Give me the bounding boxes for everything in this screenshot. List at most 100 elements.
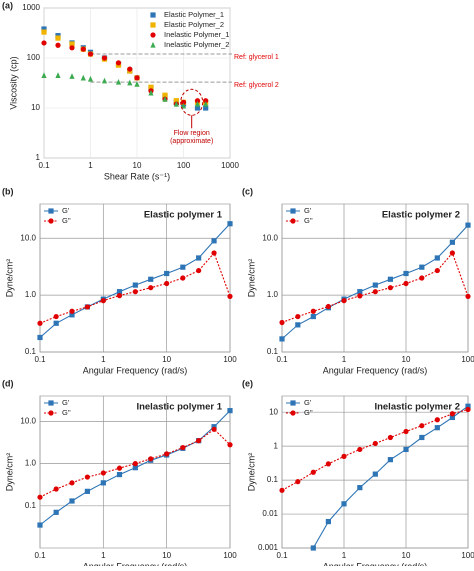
chart-title: Elastic polymer 1 [144,210,223,221]
panel-label: (b) [2,186,14,196]
legend-label: G'' [62,216,71,225]
x-axis-label: Angular Frequency (rad/s) [83,365,188,375]
x-tick-label: 100 [461,355,474,364]
legend-marker [150,32,156,38]
plot-area [281,203,469,353]
marker [41,72,47,78]
marker [279,319,285,326]
marker [434,255,440,261]
marker [148,89,154,96]
y-axis-label: Dyne/cm² [246,259,256,298]
marker [449,250,455,256]
x-axis-label: Angular Frequency (rad/s) [323,365,428,375]
marker [87,51,94,57]
reference-label: Ref: glycerol 2 [234,82,279,89]
y-tick-label: 0.1 [267,475,279,484]
chart-title: Inelastic polymer 1 [136,402,222,413]
marker [127,66,133,72]
marker [403,446,409,453]
marker [180,264,186,270]
marker [434,417,440,423]
marker [37,522,43,528]
marker [69,498,75,504]
legend-marker [290,208,296,214]
panel-label: (c) [242,186,253,196]
marker [37,334,43,341]
marker [69,73,75,79]
marker [162,92,168,98]
x-tick-label: 1000 [221,161,239,170]
marker [295,479,301,485]
marker [227,221,233,227]
marker [164,270,170,277]
x-axis-label: Angular Frequency (rad/s) [323,561,428,566]
marker [84,488,90,494]
plot-area [39,203,231,353]
marker [180,275,186,281]
marker [196,267,202,274]
marker [403,428,409,435]
y-tick-label: 10.0 [20,233,36,242]
x-tick-label: 0.1 [276,551,288,560]
marker [69,45,75,51]
marker [100,480,106,486]
y-tick-label: 0.1 [25,501,37,510]
marker [387,457,393,463]
marker [419,264,425,270]
x-tick-label: 10 [162,355,171,364]
marker [69,308,75,314]
legend-label: G'' [304,408,313,417]
marker [134,75,140,81]
y-tick-label: 0.01 [262,509,278,518]
marker [194,98,201,104]
marker [325,461,331,467]
marker [372,289,378,295]
x-tick-label: 100 [177,161,191,170]
marker [164,451,170,457]
marker [132,461,138,467]
marker [403,280,409,287]
marker [53,509,59,515]
marker [295,322,301,328]
marker [419,275,425,281]
marker [227,408,233,414]
marker [449,239,455,245]
marker [162,96,168,102]
marker [310,313,316,320]
y-tick-label: 1 [36,153,41,162]
panel-label: (d) [2,378,14,388]
legend-label: Inelastic Polymer_2 [164,40,229,49]
marker [449,411,455,417]
legend-label: G' [304,206,312,215]
marker [116,465,123,471]
marker [180,102,187,109]
marker [372,471,378,477]
legend-marker [48,208,54,214]
marker [465,222,471,228]
marker [279,336,285,342]
x-tick-label: 100 [223,551,237,560]
marker [80,74,86,81]
x-tick-label: 100 [223,355,237,364]
legend-label: G'' [304,216,313,225]
marker [148,285,154,291]
marker [180,444,186,451]
marker [132,282,138,288]
marker [310,308,316,314]
marker [279,487,285,493]
marker [69,480,75,486]
marker [403,270,409,277]
reference-label: Ref: glycerol 1 [234,54,279,61]
marker [194,100,201,107]
marker [465,406,471,413]
y-tick-label: 1000 [22,3,40,12]
legend-marker [290,400,296,406]
marker [465,403,471,409]
marker [227,293,233,299]
marker [116,293,123,299]
marker [84,474,90,480]
marker [41,29,47,35]
y-tick-label: 1.0 [25,290,37,299]
chart-title: Inelastic polymer 2 [374,402,460,413]
